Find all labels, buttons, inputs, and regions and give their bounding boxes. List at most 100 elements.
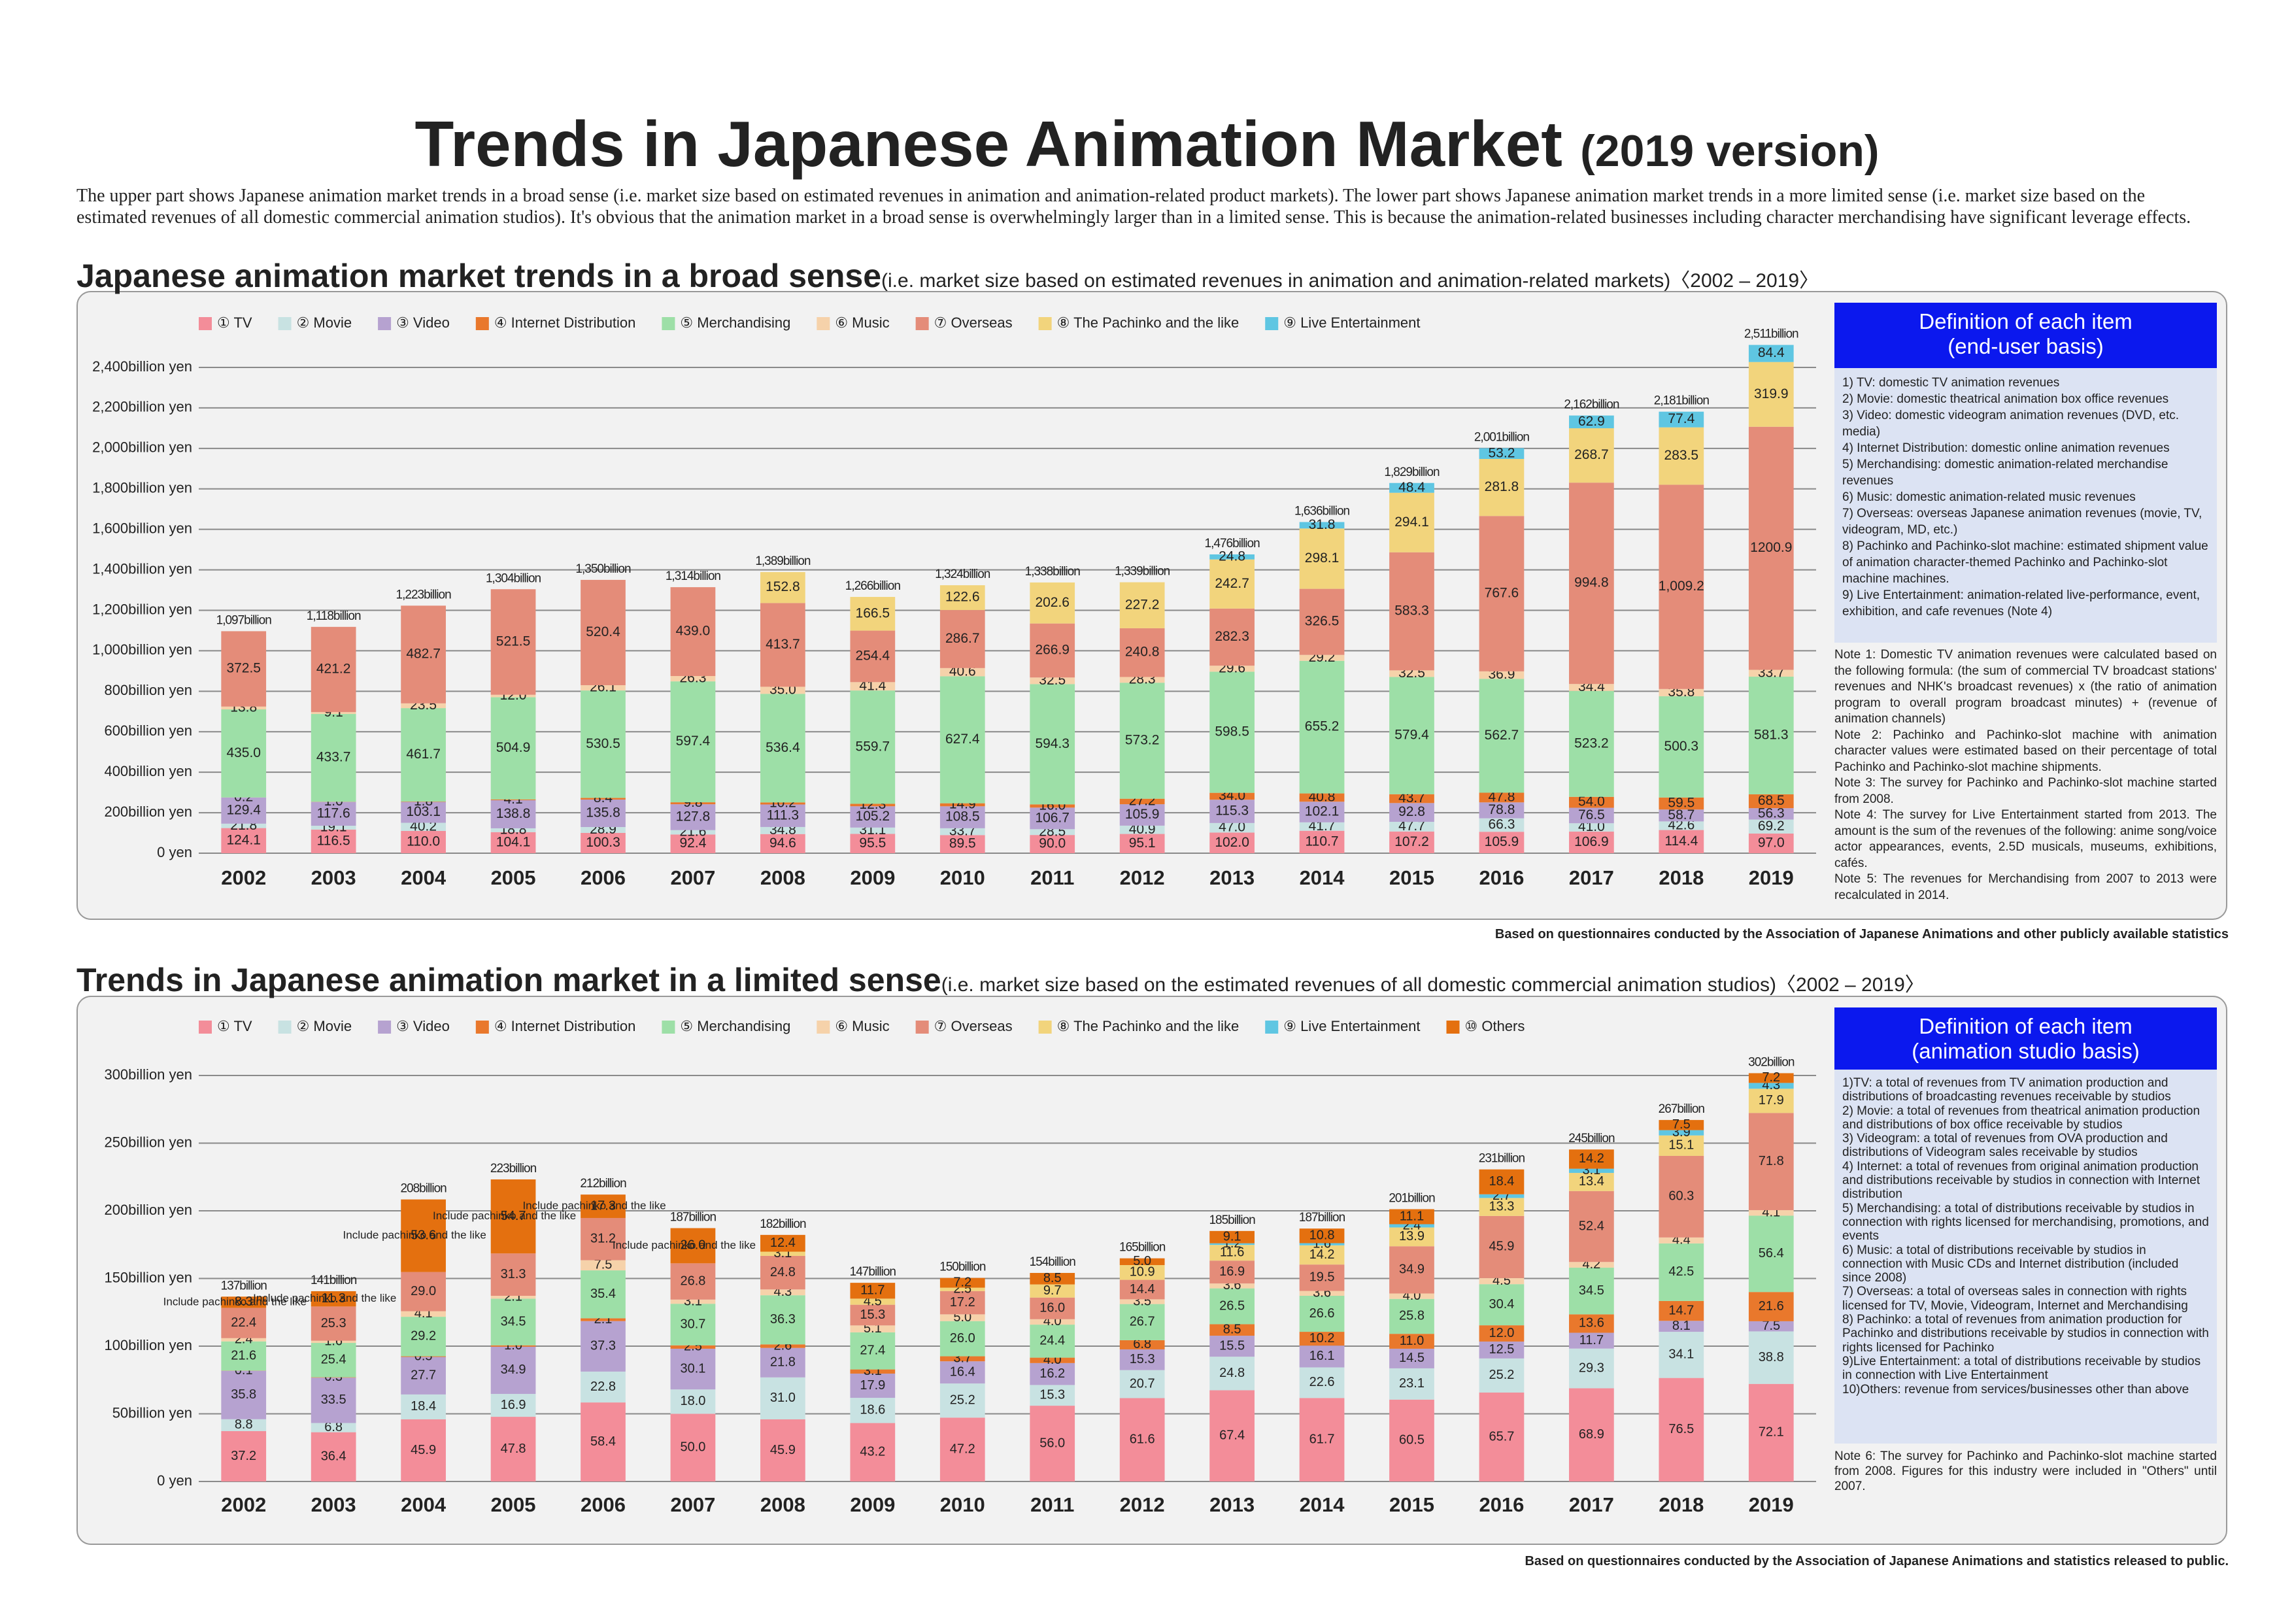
bar-segment	[1479, 818, 1525, 832]
definition-item: 3) Videogram: a total of revenues from O…	[1842, 1132, 2168, 1160]
bar-segment	[1299, 1291, 1345, 1296]
x-tick-label: 2006	[581, 866, 626, 889]
bar-segment	[1479, 1341, 1525, 1359]
value-label: 77.4	[1668, 411, 1695, 426]
bar-segment	[760, 572, 805, 603]
value-label: 116.5	[317, 834, 350, 849]
intro: The upper part shows Japanese animation …	[76, 186, 2191, 228]
bar-segment	[1299, 660, 1345, 794]
value-label: 282.3	[1215, 629, 1249, 644]
bar-segment	[401, 1394, 446, 1419]
value-label: 24.8	[1219, 1366, 1245, 1380]
value-label: 202.6	[1035, 595, 1070, 610]
definition-item: 7) Overseas: overseas Japanese animation…	[1842, 507, 2202, 537]
bar-segment	[1119, 1265, 1165, 1280]
annotation: Include pachinko and the like	[613, 1239, 756, 1251]
value-label: 5.0	[1133, 1254, 1151, 1268]
value-label: 53.2	[1489, 445, 1515, 460]
y-tick-label: 200billion yen	[104, 1202, 192, 1218]
value-label: 21.6	[231, 1348, 256, 1362]
bar-segment	[760, 804, 805, 827]
value-label: 67.4	[1219, 1429, 1245, 1443]
bar-segment	[221, 828, 267, 853]
bar-segment	[939, 668, 985, 677]
bar-segment	[1659, 484, 1704, 689]
definition-item: 5) Merchandising: a total of distributio…	[1842, 1201, 2209, 1243]
bar-segment	[939, 585, 985, 611]
value-label: 110.0	[407, 834, 440, 849]
x-tick-label: 2002	[221, 866, 266, 889]
value-label: 597.4	[676, 734, 711, 749]
value-label: 71.8	[1759, 1154, 1784, 1168]
bar-segment	[221, 1296, 267, 1308]
value-label: 16.1	[1309, 1349, 1335, 1363]
bar-segment	[1299, 1243, 1345, 1245]
value-label: 13.4	[1579, 1174, 1604, 1189]
bar-segment	[1569, 807, 1614, 824]
total-label: 187billion	[670, 1211, 717, 1225]
bar-segment	[1748, 669, 1794, 677]
value-label: 242.7	[1215, 576, 1249, 591]
value-label: 581.3	[1754, 727, 1789, 742]
value-label: 16.4	[950, 1364, 975, 1379]
y-tick-label: 200billion yen	[104, 804, 192, 820]
value-label: 20.7	[1130, 1376, 1155, 1391]
bar-segment	[850, 1304, 896, 1326]
y-tick-label: 100billion yen	[104, 1337, 192, 1353]
bar-segment	[401, 802, 446, 823]
value-label: 530.5	[586, 736, 620, 751]
bar-segment	[760, 802, 805, 805]
definition-item: 8) Pachinko and Pachinko-slot machine: e…	[1842, 539, 2208, 586]
value-label: 6.8	[324, 1420, 343, 1434]
value-label: 21.6	[1759, 1299, 1784, 1313]
total-label: 302billion	[1748, 1055, 1795, 1069]
value-label: 122.6	[945, 590, 980, 605]
x-tick-label: 2003	[311, 1493, 356, 1516]
bar-segment	[1479, 1393, 1525, 1481]
bar-segment	[401, 1272, 446, 1311]
value-label: 573.2	[1125, 733, 1160, 748]
legend-swatch	[475, 1021, 489, 1034]
bar-segment	[311, 1291, 356, 1307]
bar-segment	[760, 1347, 805, 1378]
bar-segment	[1030, 623, 1075, 678]
bar-segment	[670, 1348, 716, 1390]
value-label: 7.5	[1672, 1117, 1691, 1132]
bar-segment	[1748, 1113, 1794, 1210]
total-label: 223billion	[490, 1162, 537, 1176]
bar-segment	[939, 1361, 985, 1384]
total-label: 185billion	[1209, 1213, 1255, 1227]
bar-segment	[1748, 362, 1794, 427]
bar-segment	[311, 1306, 356, 1341]
bar-segment	[1389, 822, 1434, 832]
bar-segment	[221, 823, 267, 828]
bar-segment	[1299, 1332, 1345, 1346]
bar-segment	[311, 826, 356, 830]
bar-segment	[1030, 1325, 1075, 1358]
x-tick-label: 2019	[1749, 866, 1794, 889]
bar-segment	[1659, 427, 1704, 485]
x-tick-label: 2007	[670, 866, 715, 889]
x-tick-label: 2009	[850, 866, 895, 889]
bar-segment	[1299, 1295, 1345, 1332]
bar-segment	[1209, 671, 1255, 793]
bar-segment	[1209, 792, 1255, 800]
value-label: 78.8	[1489, 802, 1515, 817]
bar-segment	[1030, 804, 1075, 808]
value-label: 90.0	[1039, 836, 1066, 851]
legend-swatch	[278, 317, 292, 330]
bar-segment	[1479, 1198, 1525, 1216]
bar-segment	[311, 1378, 356, 1423]
value-label: 268.7	[1574, 447, 1609, 462]
total-label: 141billion	[311, 1274, 357, 1287]
legend-label: ① TV	[217, 1018, 252, 1034]
legend-label: ③ Video	[396, 314, 450, 331]
value-label: 26.6	[1309, 1306, 1335, 1321]
total-label: 150billion	[939, 1260, 986, 1274]
definition-item: 4) Internet Distribution: domestic onlin…	[1842, 441, 2170, 455]
bar-segment	[1748, 833, 1794, 853]
value-label: 15.5	[1219, 1338, 1245, 1353]
bar-segment	[490, 1346, 536, 1395]
bar-segment	[939, 1291, 985, 1315]
title-main: Trends in Japanese Animation Market	[414, 108, 1562, 180]
